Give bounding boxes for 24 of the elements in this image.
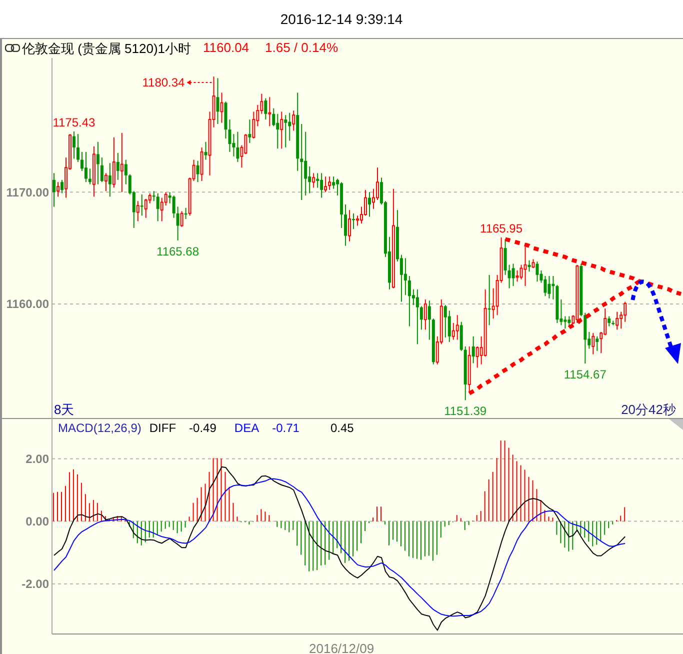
y-tick-label: 1170.00 xyxy=(6,185,50,200)
y-tick-label: 2.00 xyxy=(26,452,50,466)
annotation: 1165.95 xyxy=(480,221,523,236)
annotation: 1165.68 xyxy=(156,244,200,258)
annotation: 1151.39 xyxy=(444,404,487,418)
text: 1.65 / 0.14% xyxy=(265,40,338,55)
annotation: 1154.67 xyxy=(564,368,607,382)
text: 1160.04 xyxy=(203,40,250,55)
chart-subtitle: 伦敦金现 (贵金属 5120)1小时 xyxy=(22,40,192,58)
y-tick-label: -2.00 xyxy=(22,577,50,592)
y-tick-label: 0.00 xyxy=(26,514,50,529)
annotation: 20分42秒 xyxy=(621,401,676,419)
text: DEA xyxy=(234,421,260,435)
annotation: 1175.43 xyxy=(52,115,96,130)
text: DIFF xyxy=(149,421,176,435)
annotation: 8天 xyxy=(54,401,74,419)
chart-title: MACD(12,26,9) xyxy=(58,421,142,435)
annotation: -0.49 xyxy=(189,421,216,435)
x-tick-label: 2016/12/09 xyxy=(309,641,374,654)
annotation: 0.45 xyxy=(330,421,354,435)
annotation: -0.71 xyxy=(272,421,300,435)
chart-title: 2016-12-14 9:39:14 xyxy=(279,10,404,29)
y-tick-label: 1160.00 xyxy=(6,297,50,312)
annotation: 1180.34 xyxy=(142,76,186,90)
